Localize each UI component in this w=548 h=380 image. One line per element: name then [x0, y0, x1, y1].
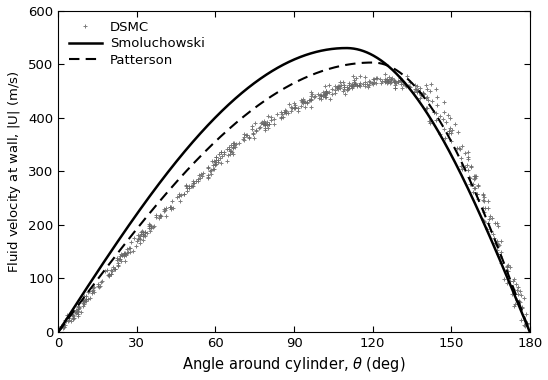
- Patterson: [103, 266, 110, 270]
- DSMC: [527, 330, 533, 334]
- DSMC: [526, 330, 532, 334]
- Smoluchowski: [379, 59, 386, 64]
- Line: Patterson: Patterson: [58, 63, 530, 332]
- DSMC: [418, 92, 424, 97]
- Smoluchowski: [246, 85, 252, 89]
- X-axis label: Angle around cylinder, $\theta$ (deg): Angle around cylinder, $\theta$ (deg): [182, 355, 406, 374]
- Patterson: [246, 110, 252, 115]
- Y-axis label: Fluid velocity at wall, $|\mathrm{U}|$ (m/s): Fluid velocity at wall, $|\mathrm{U}|$ (…: [5, 70, 22, 272]
- Line: DSMC: DSMC: [57, 71, 532, 334]
- DSMC: [177, 199, 184, 203]
- Smoluchowski: [262, 73, 269, 77]
- Patterson: [379, 62, 386, 66]
- Smoluchowski: [343, 46, 350, 50]
- Line: Smoluchowski: Smoluchowski: [58, 48, 530, 332]
- DSMC: [56, 327, 62, 332]
- Patterson: [55, 330, 61, 334]
- DSMC: [383, 78, 389, 82]
- DSMC: [134, 238, 141, 243]
- Smoluchowski: [423, 110, 430, 114]
- Smoluchowski: [527, 330, 533, 334]
- Patterson: [527, 330, 533, 334]
- Smoluchowski: [55, 330, 61, 334]
- Patterson: [432, 111, 438, 116]
- Legend: DSMC, Smoluchowski, Patterson: DSMC, Smoluchowski, Patterson: [64, 16, 210, 72]
- DSMC: [345, 87, 352, 91]
- Patterson: [423, 98, 430, 103]
- Patterson: [262, 98, 269, 102]
- Patterson: [369, 60, 376, 65]
- DSMC: [281, 109, 287, 114]
- Smoluchowski: [432, 124, 438, 128]
- DSMC: [382, 72, 389, 76]
- Smoluchowski: [103, 256, 110, 261]
